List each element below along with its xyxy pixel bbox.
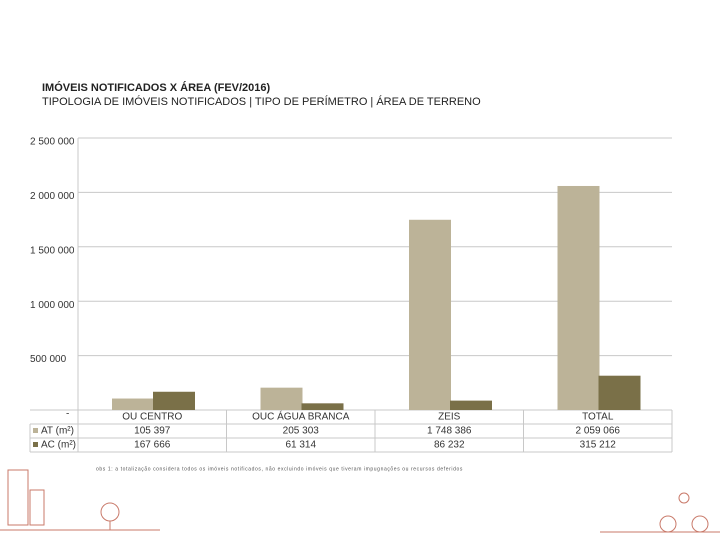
legend-label: AC (m²) — [41, 440, 76, 451]
value-label: 86 232 — [434, 440, 465, 451]
decoration — [0, 469, 720, 533]
legend-swatch — [33, 442, 38, 447]
y-tick-label: 500 000 — [30, 354, 67, 365]
legend-swatch — [33, 428, 38, 433]
value-label: 205 303 — [283, 426, 320, 437]
bar — [112, 398, 154, 410]
x-tick-label: ZEIS — [438, 412, 461, 423]
bar — [450, 400, 492, 410]
bar — [260, 387, 303, 410]
x-tick-label: TOTAL — [582, 412, 614, 423]
chart-subtitle: TIPOLOGIA DE IMÓVEIS NOTIFICADOS | TIPO … — [42, 95, 481, 108]
bar — [557, 185, 600, 410]
x-tick-label: OU CENTRO — [122, 412, 182, 423]
value-label: 61 314 — [285, 440, 316, 451]
chart-title: IMÓVEIS NOTIFICADOS X ÁREA (FEV/2016) — [42, 81, 271, 94]
y-tick-label: 1 500 000 — [30, 245, 75, 256]
value-label: 105 397 — [134, 426, 171, 437]
value-label: 315 212 — [580, 440, 617, 451]
bar — [409, 219, 451, 410]
x-tick-label: OUC ÁGUA BRANCA — [252, 410, 350, 423]
bar — [301, 403, 344, 410]
note: obs 1: a totalização considera todos os … — [96, 466, 463, 472]
y-tick-label: 2 500 000 — [30, 137, 75, 148]
value-label: 2 059 066 — [576, 426, 621, 437]
bar — [153, 391, 195, 410]
value-label: 167 666 — [134, 440, 171, 451]
value-label: 1 748 386 — [427, 426, 472, 437]
y-tick-label: - — [66, 409, 69, 420]
y-tick-label: 1 000 000 — [30, 300, 75, 311]
legend-label: AT (m²) — [41, 426, 74, 437]
y-tick-label: 2 000 000 — [30, 191, 75, 202]
bar — [598, 375, 641, 410]
